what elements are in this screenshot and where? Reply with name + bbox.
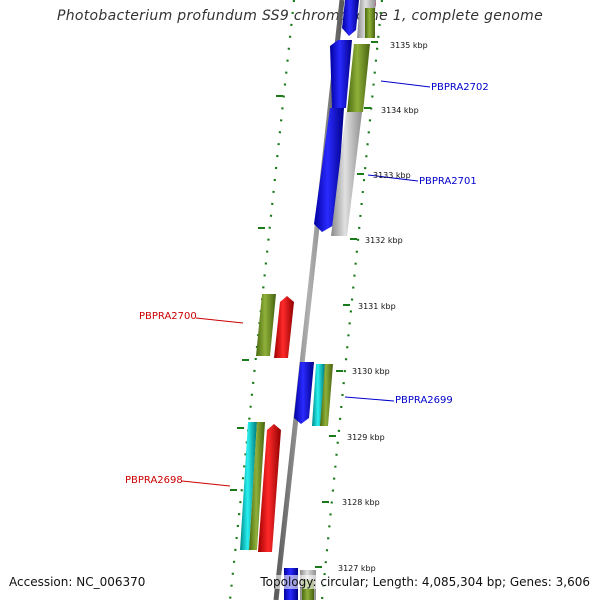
kbp-label: 3130 kbp	[352, 367, 390, 376]
gene-label-pbpra2700[interactable]: PBPRA2700	[139, 311, 197, 322]
outer-tick-ring	[320, 0, 384, 600]
genome-backbone	[273, 0, 345, 600]
feature-olive-2699	[320, 364, 333, 426]
kbp-label: 3135 kbp	[390, 41, 428, 50]
kbp-label: 3133 kbp	[373, 171, 411, 180]
kbp-label: 3127 kbp	[338, 564, 376, 573]
feature-olive-top	[365, 8, 375, 38]
feature-blue-top	[342, 0, 359, 36]
feature-olive-2700	[256, 294, 276, 356]
map-title: Photobacterium profundum SS9 chromosome …	[56, 8, 544, 24]
feature-grey-2701	[331, 112, 362, 236]
kbp-label: 3131 kbp	[358, 302, 396, 311]
feature-blue-2702a	[330, 40, 352, 108]
kbp-label: 3132 kbp	[365, 236, 403, 245]
feature-red-2700	[274, 296, 294, 358]
accession-text: Accession: NC_006370	[9, 575, 146, 589]
kbp-label: 3129 kbp	[347, 433, 385, 442]
gene-label-pbpra2698[interactable]: PBPRA2698	[125, 475, 183, 486]
feature-red-2698	[258, 424, 281, 552]
gene-label-pbpra2699[interactable]: PBPRA2699	[395, 395, 453, 406]
inner-ticks	[230, 95, 283, 491]
feature-cyan-2698	[240, 422, 257, 550]
label-connectors	[181, 80, 431, 487]
feature-olive-2702	[347, 44, 370, 112]
feature-olive-2698	[249, 422, 265, 550]
kbp-label: 3134 kbp	[381, 106, 419, 115]
gene-label-pbpra2702[interactable]: PBPRA2702	[431, 82, 489, 93]
kbp-ticks	[315, 41, 378, 568]
topology-text: Topology: circular; Length: 4,085,304 bp…	[260, 575, 590, 589]
gene-label-pbpra2701[interactable]: PBPRA2701	[419, 176, 477, 187]
kbp-label: 3128 kbp	[342, 498, 380, 507]
feature-blue-2699	[294, 362, 314, 424]
